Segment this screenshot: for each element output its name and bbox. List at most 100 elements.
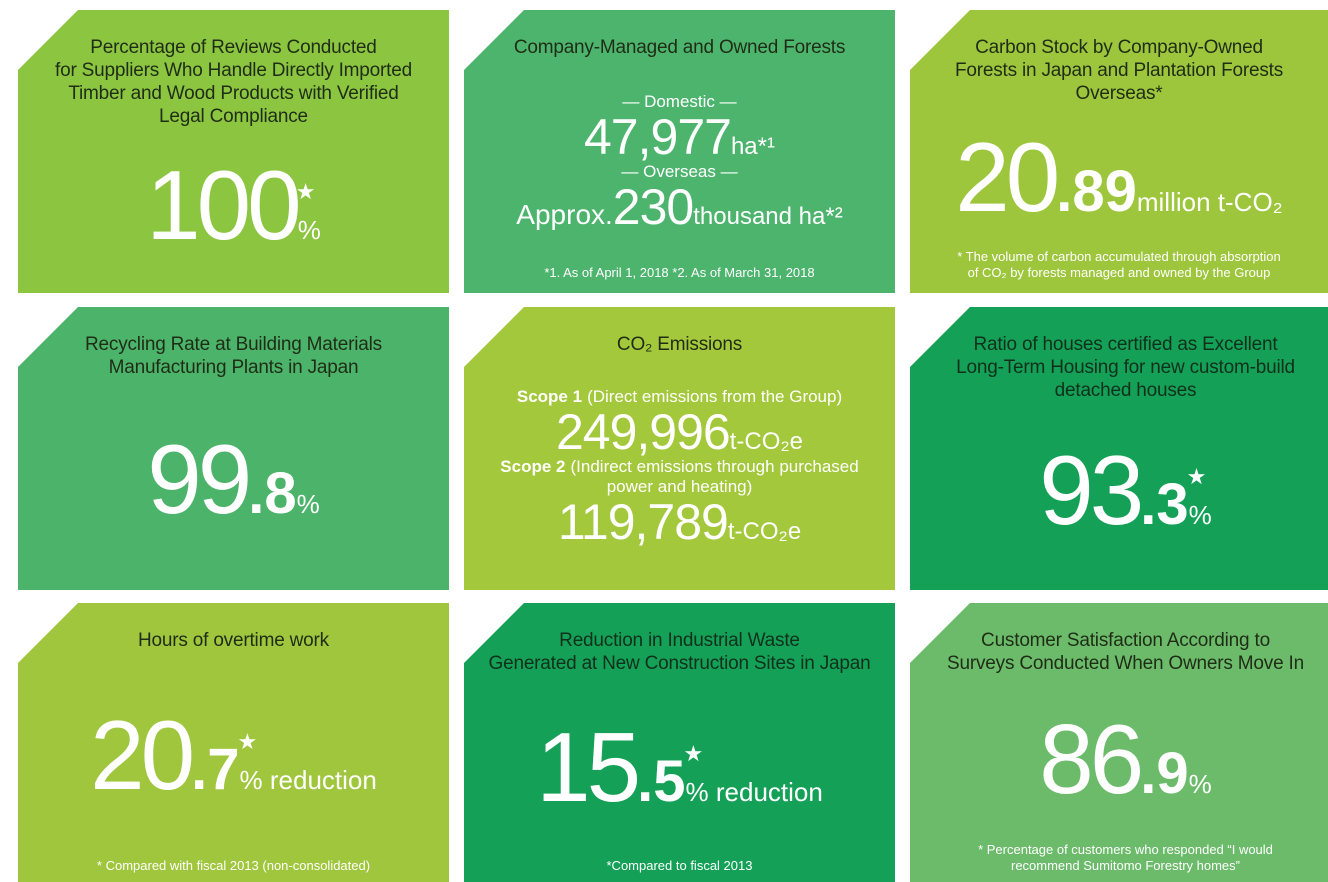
note-line: recommend Sumitomo Forestry homes” — [1010, 858, 1240, 873]
title-line: Timber and Wood Products with Verified — [68, 83, 399, 104]
figures: — Domestic —47,977ha*¹ — Overseas — Approx… — [516, 59, 842, 265]
figures: 99.8% — [147, 379, 320, 578]
label-desc: power and heating) — [606, 477, 753, 496]
title-line: Surveys Conducted When Owners Move In — [947, 653, 1304, 674]
title-line: Carbon Stock by Company-Owned — [975, 37, 1263, 58]
note: *Compared to fiscal 2013 — [607, 858, 753, 874]
value: 249,996 — [555, 404, 731, 460]
figures: 86.9% — [1039, 675, 1212, 842]
figure-number: 93.3 ★% — [1039, 441, 1212, 539]
decimal: .9 — [1140, 740, 1189, 806]
title-line: Manufacturing Plants in Japan — [108, 357, 359, 378]
note: * Percentage of customers who responded … — [978, 842, 1273, 874]
unit: % — [296, 488, 320, 519]
star: ★ — [1186, 464, 1207, 489]
figures: Scope 1 (Direct emissions from the Group)… — [500, 356, 858, 578]
tile: Hours of overtime work 20.7 ★ % reduction * … — [18, 603, 449, 882]
title-line: Long-Term Housing for new custom-build — [956, 357, 1295, 378]
title-line: Hours of overtime work — [138, 630, 329, 651]
note-line: * Compared with fiscal 2013 (non-consoli… — [96, 858, 371, 873]
value: 15 — [536, 711, 641, 822]
decimal: .8 — [248, 460, 297, 526]
note-line: *1. As of April 1, 2018 *2. As of March … — [544, 265, 815, 280]
figure-number: 20.89million t-CO₂ — [955, 128, 1283, 226]
label-text: Scope 1 — [516, 387, 583, 406]
star: ★ — [237, 729, 258, 754]
title-line: Reduction in Industrial Waste — [559, 630, 800, 651]
value: 230 — [612, 179, 694, 235]
unit: ha*¹ — [730, 133, 775, 160]
note-line: *Compared to fiscal 2013 — [606, 858, 753, 873]
tile-title: Company-Managed and Owned Forests — [513, 36, 846, 59]
tile: Ratio of houses certified as Excellent Lo… — [910, 307, 1328, 590]
figure-label: — Overseas — — [621, 162, 737, 182]
note: * Compared with fiscal 2013 (non-consoli… — [97, 858, 370, 874]
figure-label: Scope 2 (Indirect emissions through purch… — [500, 457, 858, 477]
label-desc: (Indirect emissions through purchased — [570, 457, 859, 476]
tile: Carbon Stock by Company-Owned Forests in … — [910, 10, 1328, 293]
unit: t-CO₂e — [727, 518, 802, 545]
tile: Customer Satisfaction According to Survey… — [910, 603, 1328, 882]
figures: 20.7 ★ % reduction — [90, 652, 377, 858]
tile-title: Percentage of Reviews Conducted for Suppl… — [55, 36, 412, 128]
title-line: Generated at New Construction Sites in J… — [488, 653, 871, 674]
note-line: * The volume of carbon accumulated throu… — [957, 249, 1281, 264]
title-line: Legal Compliance — [159, 106, 308, 127]
title-line: Forests in Japan and Plantation Forests — [954, 60, 1284, 81]
value: 100 — [146, 149, 302, 260]
title-line: Company-Managed and Owned Forests — [513, 37, 846, 58]
note: *1. As of April 1, 2018 *2. As of March … — [544, 265, 814, 281]
value: 99 — [147, 423, 252, 534]
figure-number: 47,977ha*¹ — [584, 112, 775, 162]
unit: % reduction — [685, 776, 823, 807]
figure-label: — Domestic — — [622, 92, 736, 112]
figures: 93.3 ★% — [1039, 402, 1212, 578]
value: 86 — [1039, 703, 1144, 814]
note-line: * Percentage of customers who responded … — [978, 842, 1273, 857]
title-line: Customer Satisfaction According to — [981, 630, 1270, 651]
unit: thousand ha*² — [693, 203, 843, 230]
title-line: Ratio of houses certified as Excellent — [973, 334, 1278, 355]
label-desc: (Direct emissions from the Group) — [587, 387, 843, 406]
figure-number: 86.9% — [1039, 710, 1212, 808]
title-line: Percentage of Reviews Conducted — [90, 37, 377, 58]
tile-title: CO₂ Emissions — [617, 333, 742, 356]
decimal: .7 — [191, 737, 240, 802]
tile-title: Recycling Rate at Building Materials Manu… — [85, 333, 382, 379]
decimal: .3 — [1140, 472, 1189, 537]
figure-number: 119,789t-CO₂e — [558, 497, 801, 547]
tile: Percentage of Reviews Conducted for Suppl… — [18, 10, 449, 293]
label-text: — Domestic — — [622, 92, 737, 111]
unit: % — [297, 214, 321, 245]
prefix: Approx. — [516, 199, 613, 230]
tile-title: Reduction in Industrial Waste Generated a… — [489, 629, 871, 675]
value: 93 — [1039, 435, 1144, 545]
title-line: Overseas* — [1075, 83, 1163, 104]
tile: Reduction in Industrial Waste Generated a… — [464, 603, 895, 882]
tile: Recycling Rate at Building Materials Manu… — [18, 307, 449, 590]
figure-number: 100 ★% — [146, 156, 321, 254]
title-line: CO₂ Emissions — [616, 334, 743, 355]
tile: CO₂ Emissions Scope 1 (Direct emissions fr… — [464, 307, 895, 590]
unit: % — [1188, 768, 1212, 799]
tile: Company-Managed and Owned Forests — Domes… — [464, 10, 895, 293]
decimal: .5 — [637, 748, 686, 814]
label-text: Scope 2 — [500, 457, 566, 476]
value: 47,977 — [584, 109, 732, 165]
value: 20 — [90, 700, 195, 810]
title-line: detached houses — [1054, 380, 1197, 401]
decimal: .89 — [1056, 159, 1137, 224]
unit: % reduction — [239, 765, 377, 795]
figure-label: Scope 1 (Direct emissions from the Group) — [517, 387, 842, 407]
unit: million t-CO₂ — [1136, 187, 1283, 217]
star: ★ — [295, 178, 316, 204]
figure-number: 99.8% — [147, 430, 320, 528]
title-line: Recycling Rate at Building Materials — [85, 334, 382, 355]
unit: t-CO₂e — [729, 428, 804, 455]
tile-title: Customer Satisfaction According to Survey… — [947, 629, 1304, 675]
star: ★ — [683, 740, 704, 766]
figures: 20.89million t-CO₂ — [955, 105, 1283, 249]
figure-number: 20.7 ★% reduction — [90, 706, 377, 804]
tile-title: Hours of overtime work — [138, 629, 329, 652]
